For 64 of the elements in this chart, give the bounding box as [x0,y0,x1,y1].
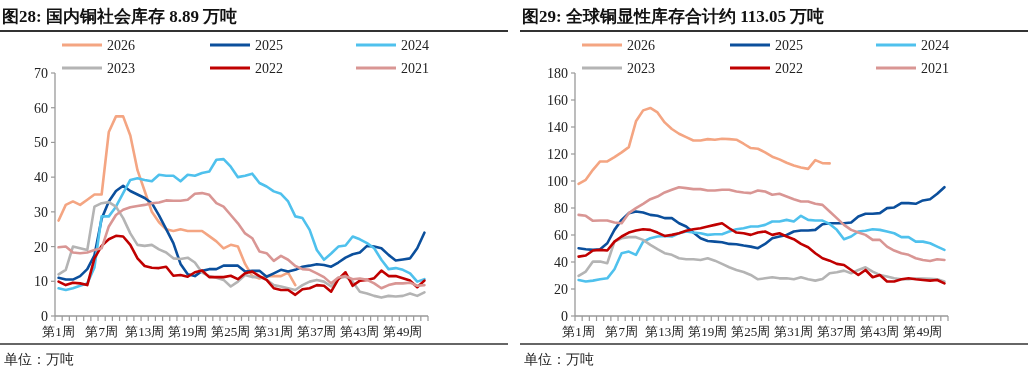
legend-item: 2023 [582,61,655,76]
x-tick-label: 第13周 [645,324,685,339]
legend-label: 2026 [107,38,135,53]
x-tick-label: 第31周 [774,324,814,339]
legend-label: 2022 [255,61,283,76]
legend-label: 2025 [775,38,803,53]
y-tick-label: 10 [34,274,48,290]
y-tick-label: 100 [547,174,568,189]
y-tick-label: 40 [34,170,48,186]
x-tick-label: 第37周 [297,324,337,339]
x-tick-label: 第43周 [860,324,900,339]
x-tick-label: 第49周 [383,324,423,339]
x-tick-label: 第1周 [562,324,595,339]
x-tick-label: 第7周 [605,324,638,339]
text: 单位：万吨 [4,352,74,367]
x-tick-label: 第19周 [168,324,208,339]
legend-item: 2026 [582,38,655,53]
legend-item: 2022 [210,61,283,76]
legend-item: 2022 [730,61,803,76]
y-tick-label: 40 [554,255,568,270]
legend-item: 2024 [356,38,429,53]
text: 单位：万吨 [524,352,594,367]
legend-label: 2025 [255,38,283,53]
y-tick-label: 0 [561,309,568,324]
legend-item: 2021 [356,61,429,76]
x-tick-label: 第43周 [340,324,380,339]
y-tick-label: 180 [547,66,568,81]
y-tick-label: 160 [547,93,568,108]
y-tick-label: 80 [554,201,568,216]
x-tick-label: 第37周 [817,324,857,339]
y-tick-label: 30 [34,204,48,220]
x-tick-label: 第31周 [254,324,294,339]
legend-item: 2025 [210,38,283,53]
chart-title: 图29: 全球铜显性库存合计约 113.05 万吨 [522,7,825,26]
legend-label: 2024 [921,38,949,53]
legend-label: 2023 [627,61,655,76]
legend-item: 2024 [876,38,949,53]
y-tick-label: 20 [34,239,48,255]
y-tick-label: 60 [554,228,568,243]
legend-label: 2021 [921,61,949,76]
y-tick-label: 140 [547,120,568,135]
x-tick-label: 第19周 [688,324,728,339]
legend-label: 2021 [401,61,429,76]
y-tick-label: 70 [34,66,48,81]
x-tick-label: 第13周 [125,324,165,339]
legend-item: 2023 [62,61,135,76]
legend-label: 2023 [107,61,135,76]
y-tick-label: 120 [547,147,568,162]
y-tick-label: 0 [41,309,48,324]
legend-item: 2025 [730,38,803,53]
y-tick-label: 60 [34,100,48,116]
x-tick-label: 第1周 [42,324,75,339]
y-tick-label: 50 [34,135,48,151]
legend-label: 2026 [627,38,655,53]
legend-label: 2024 [401,38,429,53]
legend-label: 2022 [775,61,803,76]
x-tick-label: 第25周 [211,324,251,339]
y-tick-label: 20 [554,282,568,297]
x-tick-label: 第49周 [903,324,943,339]
legend-item: 2021 [876,61,949,76]
legend-item: 2026 [62,38,135,53]
x-tick-label: 第25周 [731,324,771,339]
chart-title: 图28: 国内铜社会库存 8.89 万吨 [2,7,238,26]
x-tick-label: 第7周 [85,324,118,339]
